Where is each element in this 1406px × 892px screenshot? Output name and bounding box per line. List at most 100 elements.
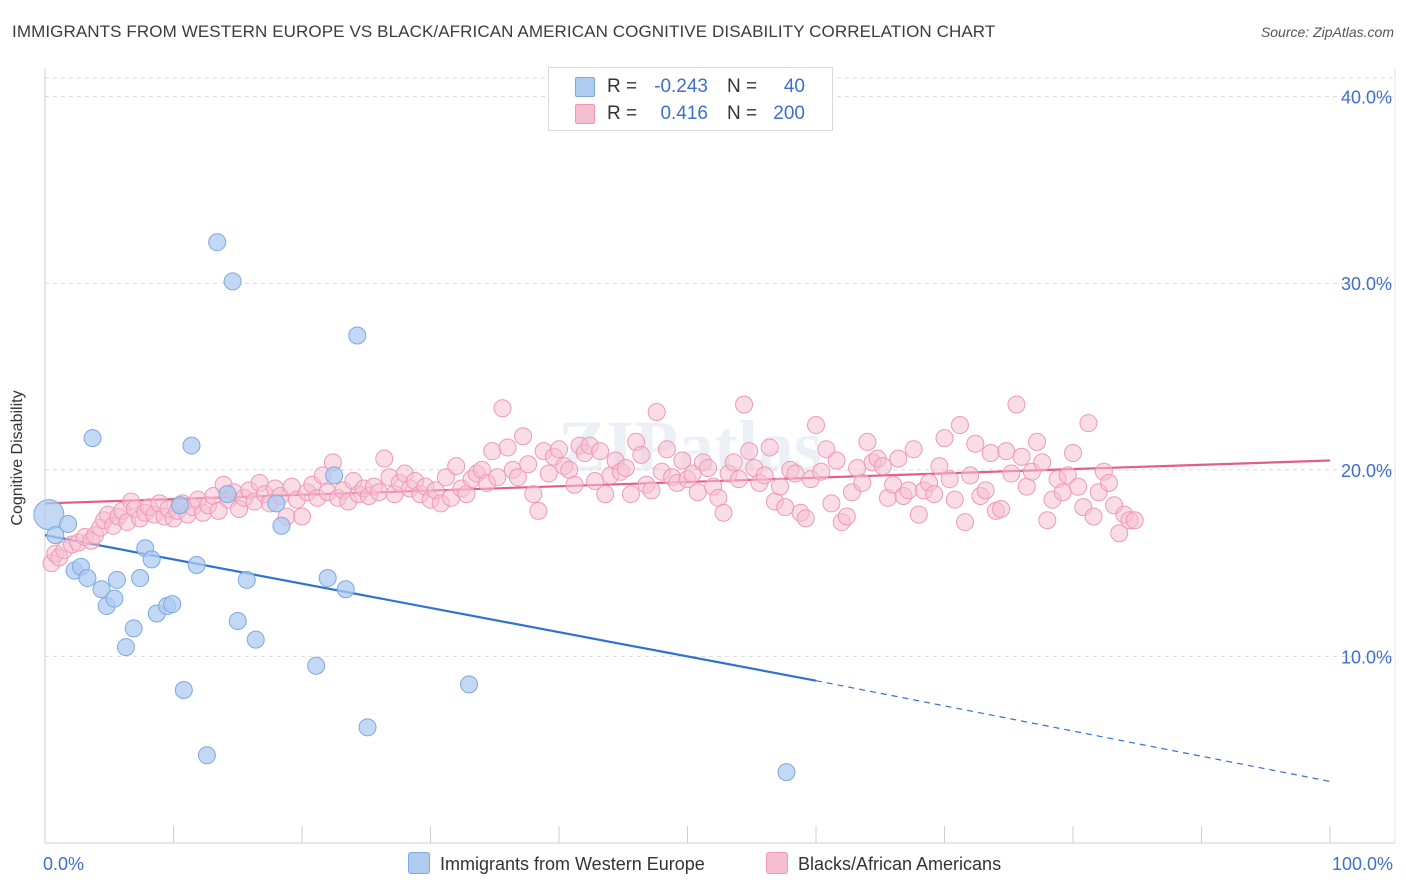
legend-r-label: R = bbox=[607, 103, 638, 124]
point-western-europe bbox=[182, 436, 201, 455]
legend-label-western-europe: Immigrants from Western Europe bbox=[440, 854, 705, 874]
point-western-europe bbox=[272, 516, 291, 535]
point-black-african-american bbox=[447, 457, 466, 476]
point-western-europe bbox=[116, 638, 135, 657]
data-points bbox=[33, 233, 1144, 782]
legend-n-label: N = bbox=[727, 76, 758, 97]
point-black-african-american bbox=[817, 440, 836, 459]
point-black-african-american bbox=[1002, 464, 1021, 483]
point-black-african-american bbox=[1028, 432, 1047, 451]
point-black-african-american bbox=[699, 458, 718, 477]
point-black-african-american bbox=[375, 449, 394, 468]
point-black-african-american bbox=[508, 468, 527, 487]
point-black-african-american bbox=[992, 500, 1011, 519]
y-tick-label: 10.0% bbox=[1341, 647, 1392, 667]
point-black-african-american bbox=[776, 498, 795, 517]
legend-r-label: R = bbox=[607, 76, 638, 97]
point-western-europe bbox=[107, 570, 126, 589]
grid-lines bbox=[45, 77, 1395, 657]
point-black-african-american bbox=[1038, 511, 1057, 530]
point-black-african-american bbox=[1110, 524, 1129, 543]
point-black-african-american bbox=[740, 442, 759, 461]
point-western-europe bbox=[336, 580, 355, 599]
point-western-europe bbox=[246, 630, 265, 649]
legend-label-black-african-american: Blacks/African Americans bbox=[798, 854, 1002, 874]
point-black-african-american bbox=[591, 442, 610, 461]
point-western-europe bbox=[142, 550, 161, 569]
legend-swatch-blue bbox=[408, 852, 430, 874]
point-black-african-american bbox=[488, 468, 507, 487]
point-western-europe bbox=[124, 619, 143, 638]
point-western-europe bbox=[228, 611, 247, 630]
axes bbox=[44, 68, 1396, 844]
point-black-african-american bbox=[935, 429, 954, 448]
point-black-african-american bbox=[1017, 477, 1036, 496]
point-black-african-american bbox=[858, 432, 877, 451]
point-black-african-american bbox=[729, 470, 748, 489]
point-western-europe bbox=[187, 555, 206, 574]
point-western-europe bbox=[46, 526, 65, 545]
point-black-african-american bbox=[807, 416, 825, 435]
point-black-african-american bbox=[755, 466, 774, 485]
point-black-african-american bbox=[209, 501, 228, 520]
source-credit[interactable]: Source: ZipAtlas.com bbox=[1260, 24, 1394, 40]
point-western-europe bbox=[197, 746, 216, 765]
point-western-europe bbox=[163, 595, 182, 614]
legend-item-black-african-american[interactable]: Blacks/African Americans bbox=[766, 852, 1001, 875]
point-black-african-american bbox=[904, 440, 923, 459]
point-black-african-american bbox=[853, 473, 872, 492]
point-western-europe bbox=[223, 272, 242, 291]
point-western-europe bbox=[78, 569, 97, 588]
point-black-african-american bbox=[1058, 466, 1077, 485]
legend-row-black-african-american: R = 0.416 N = 200 bbox=[549, 101, 832, 127]
point-black-african-american bbox=[1069, 477, 1088, 496]
point-black-african-american bbox=[1053, 483, 1072, 502]
point-black-african-american bbox=[961, 466, 980, 485]
point-black-african-american bbox=[950, 416, 969, 435]
point-black-african-american bbox=[1125, 511, 1144, 530]
point-western-europe bbox=[218, 485, 237, 504]
point-black-african-american bbox=[550, 440, 568, 459]
point-black-african-american bbox=[966, 434, 985, 453]
point-black-african-american bbox=[976, 481, 995, 500]
point-black-african-american bbox=[616, 458, 635, 477]
point-black-african-american bbox=[514, 427, 533, 446]
point-black-african-american bbox=[873, 457, 892, 476]
x-tick-label: 0.0% bbox=[43, 854, 84, 874]
point-black-african-american bbox=[539, 464, 558, 483]
trend-line-western-europe bbox=[44, 534, 817, 682]
legend-row-western-europe: R = -0.243 N = 40 bbox=[549, 74, 832, 100]
point-black-african-american bbox=[1012, 447, 1031, 466]
legend-item-western-europe[interactable]: Immigrants from Western Europe bbox=[408, 852, 705, 875]
legend-r-value: -0.243 bbox=[654, 76, 708, 97]
point-black-african-american bbox=[519, 455, 538, 474]
point-black-african-american bbox=[714, 503, 733, 522]
chart-title: IMMIGRANTS FROM WESTERN EUROPE VS BLACK/… bbox=[12, 22, 996, 41]
point-black-african-american bbox=[909, 505, 928, 524]
y-tick-label: 20.0% bbox=[1341, 461, 1392, 481]
point-western-europe bbox=[237, 570, 256, 589]
point-black-african-american bbox=[647, 402, 666, 421]
point-western-europe bbox=[358, 718, 377, 737]
point-black-african-american bbox=[822, 494, 841, 513]
legend-n-value: 200 bbox=[773, 103, 805, 124]
point-western-europe bbox=[348, 326, 367, 345]
point-black-african-american bbox=[930, 457, 949, 476]
point-western-europe bbox=[83, 429, 102, 448]
point-western-europe bbox=[131, 569, 150, 588]
point-black-african-american bbox=[436, 468, 455, 487]
point-black-african-american bbox=[899, 481, 918, 500]
legend-swatch-pink bbox=[766, 852, 788, 874]
point-black-african-american bbox=[483, 442, 502, 461]
point-black-african-american bbox=[642, 481, 661, 500]
point-black-african-american bbox=[657, 440, 676, 459]
x-tick-label: 100.0% bbox=[1332, 854, 1393, 874]
point-black-african-american bbox=[889, 449, 908, 468]
point-western-europe bbox=[92, 580, 111, 599]
point-western-europe bbox=[318, 569, 337, 588]
point-black-african-american bbox=[760, 438, 779, 457]
point-black-african-american bbox=[293, 507, 311, 526]
point-black-african-american bbox=[848, 458, 867, 477]
point-black-african-american bbox=[1099, 473, 1118, 492]
